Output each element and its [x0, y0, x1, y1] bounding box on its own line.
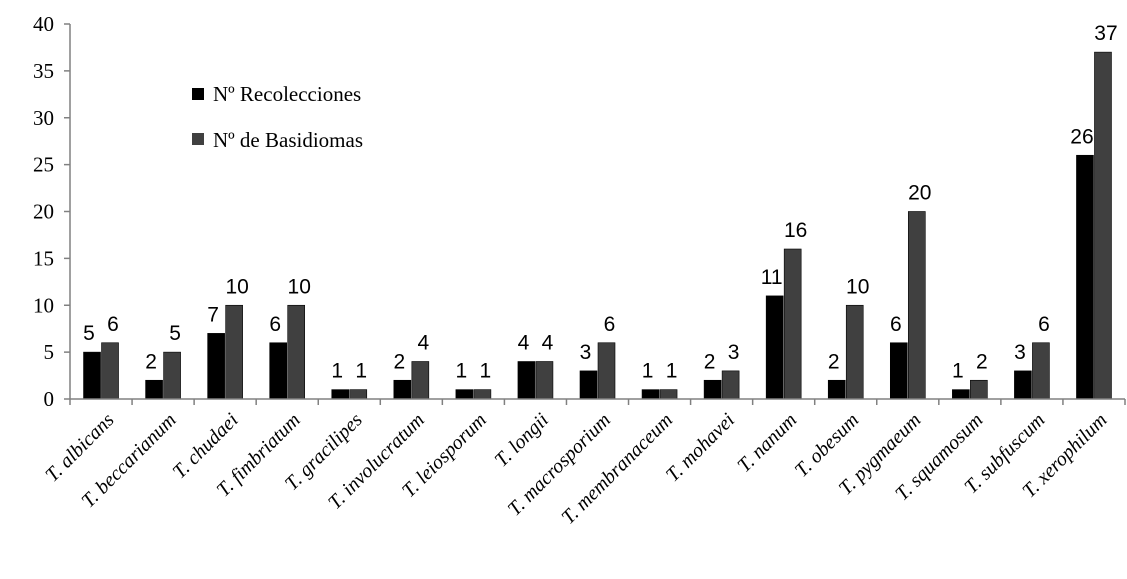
data-label-recolecciones: 1: [456, 360, 468, 383]
bar-basidiomas: [473, 389, 492, 400]
x-category-label: T. longii: [491, 409, 553, 471]
bar-basidiomas: [101, 342, 119, 400]
data-label-recolecciones: 1: [642, 360, 654, 383]
legend-label-basidiomas: Nº de Basidiomas: [213, 128, 363, 152]
bar-basidiomas: [287, 304, 306, 400]
data-label-basidiomas: 20: [908, 182, 931, 205]
data-label-basidiomas: 6: [107, 313, 119, 336]
legend: Nº Recolecciones Nº de Basidiomas: [192, 82, 363, 152]
bar-recolecciones: [145, 379, 163, 400]
bar-basidiomas: [349, 389, 368, 400]
bar-basidiomas: [535, 361, 554, 400]
data-label-basidiomas: 3: [728, 341, 740, 364]
bar-basidiomas: [907, 211, 926, 400]
data-label-recolecciones: 1: [952, 360, 964, 383]
bar-basidiomas: [597, 342, 616, 400]
bar-recolecciones: [703, 379, 722, 400]
y-tick-label: 35: [33, 59, 54, 83]
data-label-recolecciones: 5: [83, 322, 95, 345]
y-tick-label: 10: [33, 293, 54, 317]
bar-basidiomas: [225, 304, 243, 400]
data-label-recolecciones: 6: [269, 313, 281, 336]
bar-recolecciones: [207, 333, 225, 400]
data-label-recolecciones: 2: [393, 350, 405, 373]
data-label-basidiomas: 1: [666, 360, 678, 383]
data-label-basidiomas: 4: [542, 332, 554, 355]
y-tick-label: 20: [33, 200, 54, 224]
bar-recolecciones: [269, 342, 288, 400]
data-label-basidiomas: 5: [169, 322, 181, 345]
data-label-basidiomas: 10: [225, 275, 248, 298]
bar-recolecciones: [579, 370, 598, 400]
data-label-recolecciones: 2: [145, 350, 157, 373]
bar-recolecciones: [1014, 370, 1032, 400]
y-tick-label: 25: [33, 153, 54, 177]
data-label-basidiomas: 37: [1094, 22, 1117, 45]
data-label-recolecciones: 11: [761, 266, 783, 289]
axes: [69, 24, 1126, 405]
bar-basidiomas: [845, 304, 864, 400]
data-label-basidiomas: 10: [288, 275, 311, 298]
bar-recolecciones: [641, 389, 660, 400]
bar-basidiomas: [163, 351, 181, 400]
bar-recolecciones: [517, 361, 536, 400]
data-label-recolecciones: 26: [1070, 125, 1093, 148]
y-tick-label: 5: [44, 340, 55, 364]
bar-basidiomas: [970, 379, 988, 400]
data-label-basidiomas: 2: [976, 350, 988, 373]
data-label-recolecciones: 2: [828, 350, 840, 373]
data-label-recolecciones: 3: [1014, 341, 1026, 364]
legend-label-recolecciones: Nº Recolecciones: [213, 82, 361, 106]
data-label-recolecciones: 2: [704, 350, 716, 373]
bar-recolecciones: [331, 389, 350, 400]
bar-recolecciones: [455, 389, 474, 400]
bar-recolecciones: [83, 351, 101, 400]
bar-basidiomas: [1094, 51, 1112, 400]
bar-basidiomas: [721, 370, 740, 400]
data-label-basidiomas: 16: [784, 219, 807, 242]
data-label-recolecciones: 4: [518, 332, 530, 355]
data-label-recolecciones: 3: [580, 341, 592, 364]
legend-swatch-recolecciones: [192, 88, 204, 100]
data-label-basidiomas: 1: [480, 360, 492, 383]
data-label-basidiomas: 4: [417, 332, 429, 355]
data-label-basidiomas: 10: [846, 275, 869, 298]
bar-basidiomas: [659, 389, 678, 400]
bar-basidiomas: [1032, 342, 1050, 400]
y-axis-ticks: 0 5 10 15 20 25 30 35 40: [33, 12, 70, 411]
bars: [83, 51, 1112, 400]
x-category-label: T. mohavei: [662, 409, 739, 486]
bar-recolecciones: [889, 342, 908, 400]
y-tick-label: 40: [33, 12, 54, 36]
x-category-label: T. membranaceum: [557, 409, 677, 529]
data-label-basidiomas: 1: [355, 360, 367, 383]
data-label-recolecciones: 6: [890, 313, 902, 336]
bar-basidiomas: [411, 361, 430, 400]
data-label-basidiomas: 6: [1038, 313, 1050, 336]
legend-swatch-basidiomas: [192, 133, 204, 145]
y-tick-label: 0: [44, 387, 55, 411]
bar-recolecciones: [952, 389, 970, 400]
bar-recolecciones: [1076, 154, 1094, 400]
data-label-basidiomas: 6: [604, 313, 616, 336]
bar-recolecciones: [765, 295, 784, 400]
bar-recolecciones: [393, 379, 412, 400]
data-label-recolecciones: 7: [207, 303, 219, 326]
y-tick-label: 30: [33, 106, 54, 130]
bar-basidiomas: [783, 248, 802, 400]
data-label-recolecciones: 1: [331, 360, 343, 383]
y-tick-label: 15: [33, 246, 54, 270]
bar-recolecciones: [827, 379, 846, 400]
